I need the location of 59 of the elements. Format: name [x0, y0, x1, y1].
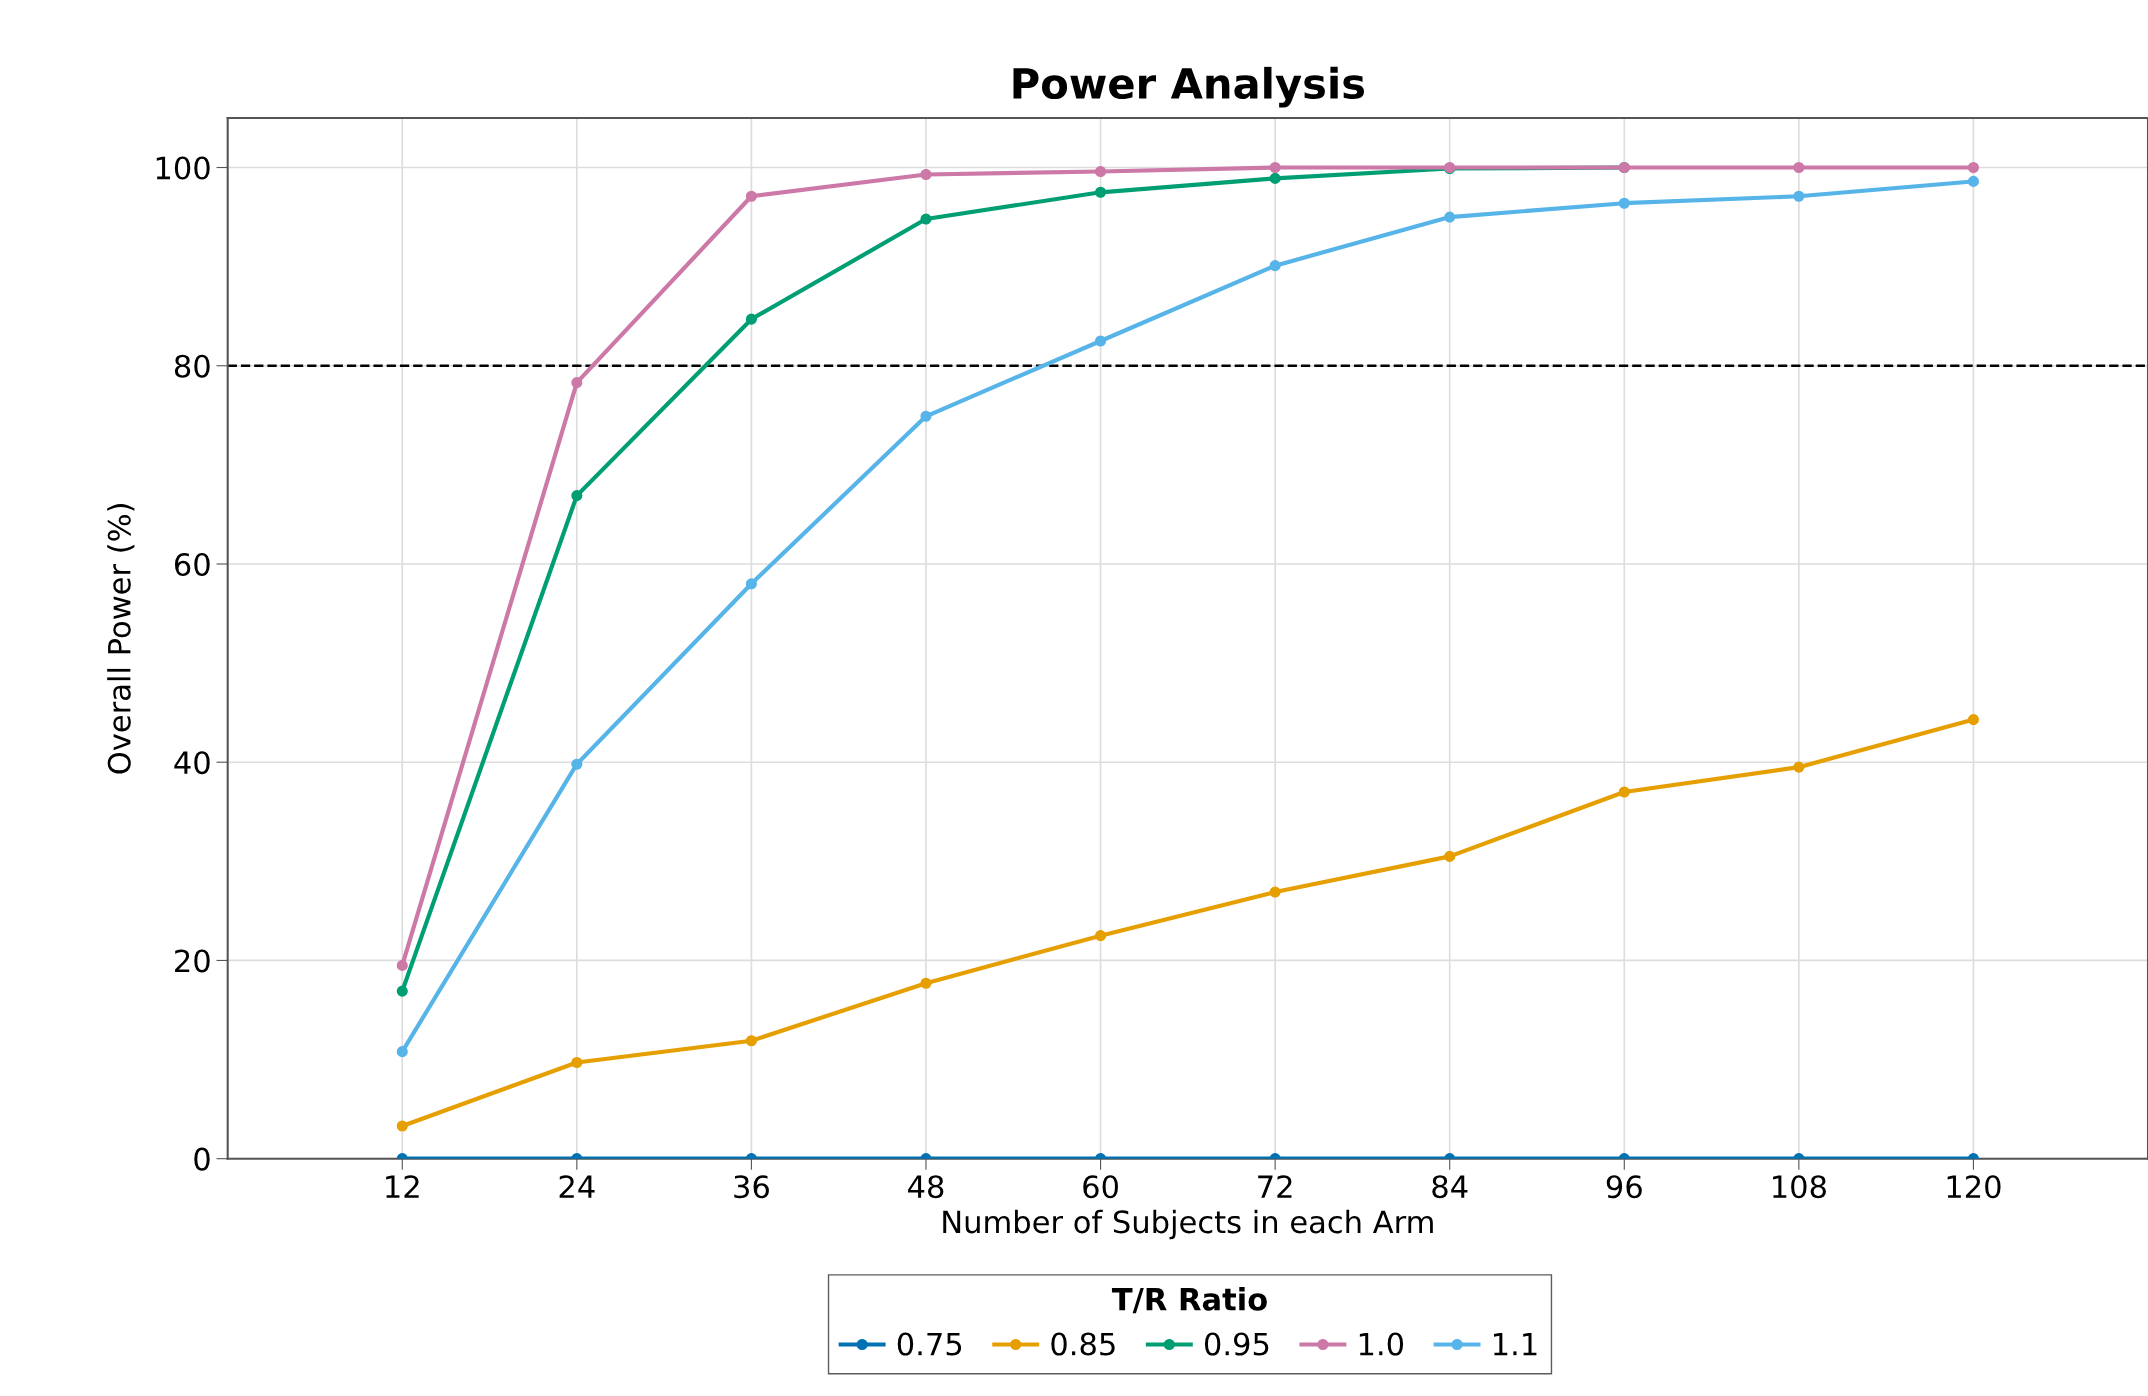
point: [396, 1046, 408, 1058]
y-tick-label: 20: [175, 949, 210, 973]
point: [1618, 197, 1630, 209]
point: [1444, 850, 1456, 862]
point: [920, 213, 932, 225]
point: [1967, 161, 1979, 174]
point: [920, 410, 932, 422]
point: [1095, 186, 1107, 198]
point: [1793, 761, 1805, 773]
point: [1095, 165, 1107, 178]
point: [1618, 786, 1630, 798]
point: [920, 977, 932, 989]
x-tick-label: 48: [908, 1175, 944, 1199]
point: [1269, 161, 1281, 174]
point: [1444, 211, 1456, 223]
point: [1793, 190, 1805, 202]
legend-label: 1.0: [1359, 1332, 1404, 1356]
point: [1269, 886, 1281, 898]
y-tick-label: 60: [174, 552, 210, 577]
legend-label: 0.75: [897, 1332, 962, 1356]
y-tick-label: 40: [174, 751, 210, 775]
x-tick-label: 84: [1432, 1175, 1468, 1199]
x-tick-label: 96: [1606, 1175, 1642, 1199]
point: [1793, 161, 1805, 174]
chart-title: Power Analysis: [1013, 66, 1365, 108]
x-tick-label: 120: [1947, 1175, 2001, 1199]
point: [745, 190, 757, 202]
point: [920, 168, 932, 181]
legend-label: 1.1: [1494, 1332, 1537, 1356]
point: [571, 490, 583, 502]
y-tick-label: 100: [156, 156, 210, 180]
point: [571, 758, 583, 770]
point: [1269, 260, 1281, 272]
y-tick-label: 80: [174, 354, 210, 378]
x-tick-label: 108: [1773, 1175, 1826, 1199]
legend-label: 0.85: [1051, 1332, 1115, 1356]
point: [571, 1056, 583, 1069]
x-tick-label: 12: [386, 1175, 419, 1198]
x-tick-label: 60: [1083, 1175, 1118, 1199]
x-tick-label: 36: [734, 1175, 769, 1199]
y-axis-title: Overall Power (%): [107, 504, 135, 774]
point: [1269, 172, 1281, 184]
point: [571, 377, 583, 389]
point: [396, 985, 408, 997]
legend-title: T/R Ratio: [1111, 1287, 1267, 1314]
y-tick-label: 0: [194, 1147, 210, 1171]
x-tick-label: 72: [1258, 1175, 1292, 1198]
point: [396, 1120, 408, 1132]
x-axis-title: Number of Subjects in each Arm: [943, 1209, 1433, 1240]
x-tick-label: 24: [559, 1175, 595, 1198]
point: [1967, 175, 1979, 187]
point: [745, 313, 757, 325]
legend-label: 0.95: [1204, 1332, 1269, 1356]
point: [745, 578, 757, 590]
point: [396, 959, 408, 971]
point: [1095, 930, 1107, 942]
point: [745, 1035, 757, 1047]
point: [1967, 714, 1979, 726]
point: [1095, 335, 1107, 347]
